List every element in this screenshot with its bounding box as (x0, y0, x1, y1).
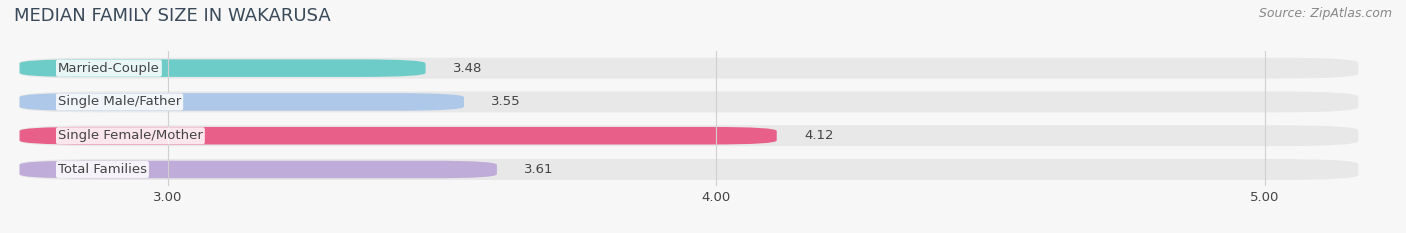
Text: 3.61: 3.61 (524, 163, 554, 176)
Text: 3.48: 3.48 (453, 62, 482, 75)
Text: Source: ZipAtlas.com: Source: ZipAtlas.com (1258, 7, 1392, 20)
FancyBboxPatch shape (20, 127, 776, 144)
Text: MEDIAN FAMILY SIZE IN WAKARUSA: MEDIAN FAMILY SIZE IN WAKARUSA (14, 7, 330, 25)
FancyBboxPatch shape (20, 93, 464, 111)
Text: 4.12: 4.12 (804, 129, 834, 142)
Text: 3.55: 3.55 (492, 96, 522, 108)
Text: Total Families: Total Families (58, 163, 148, 176)
Text: Single Female/Mother: Single Female/Mother (58, 129, 202, 142)
FancyBboxPatch shape (20, 58, 1358, 79)
Text: Single Male/Father: Single Male/Father (58, 96, 181, 108)
FancyBboxPatch shape (20, 59, 426, 77)
FancyBboxPatch shape (20, 161, 496, 178)
FancyBboxPatch shape (20, 92, 1358, 112)
FancyBboxPatch shape (20, 125, 1358, 146)
FancyBboxPatch shape (20, 159, 1358, 180)
Text: Married-Couple: Married-Couple (58, 62, 160, 75)
